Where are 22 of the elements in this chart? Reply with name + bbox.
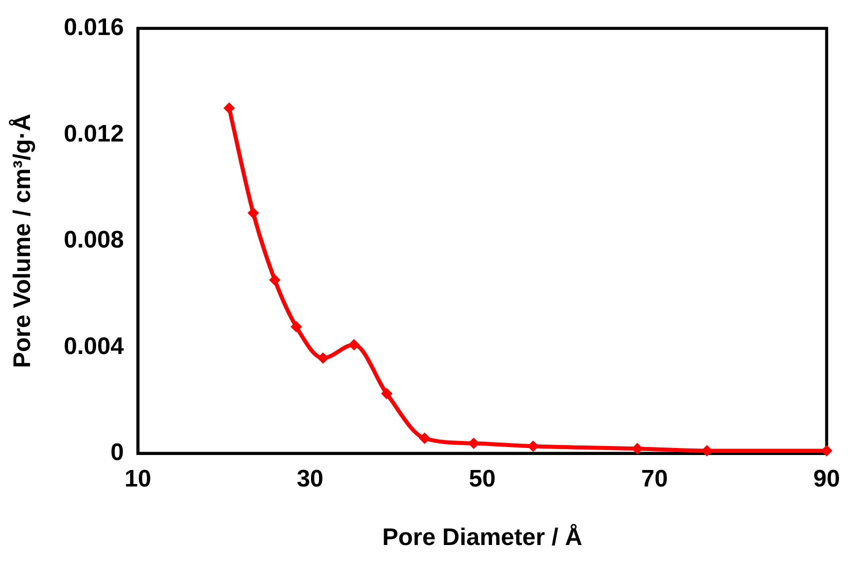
y-tick-label: 0.012 [64,120,124,148]
y-tick-label: 0 [110,439,124,466]
point [269,274,280,286]
point [821,445,832,456]
point [348,339,360,350]
y-tick-label: 0.004 [64,332,125,360]
y-axis-title: Pore Volume / cm³/g·Å [8,114,36,368]
x-tick-label: 90 [813,465,840,492]
x-tick-label: 50 [468,465,496,492]
y-tick-label: 0.008 [64,226,124,254]
point [419,432,430,444]
point [381,388,392,400]
point [224,102,235,114]
point [632,443,643,454]
x-tick-label: 70 [641,465,668,492]
y-tick-label: 0.016 [64,14,124,42]
point [248,208,259,219]
point [317,352,328,364]
x-tick-label: 30 [296,465,324,492]
x-axis-title: Pore Diameter / Å [382,523,582,552]
x-tick-label: 10 [124,465,152,492]
point [290,321,302,332]
